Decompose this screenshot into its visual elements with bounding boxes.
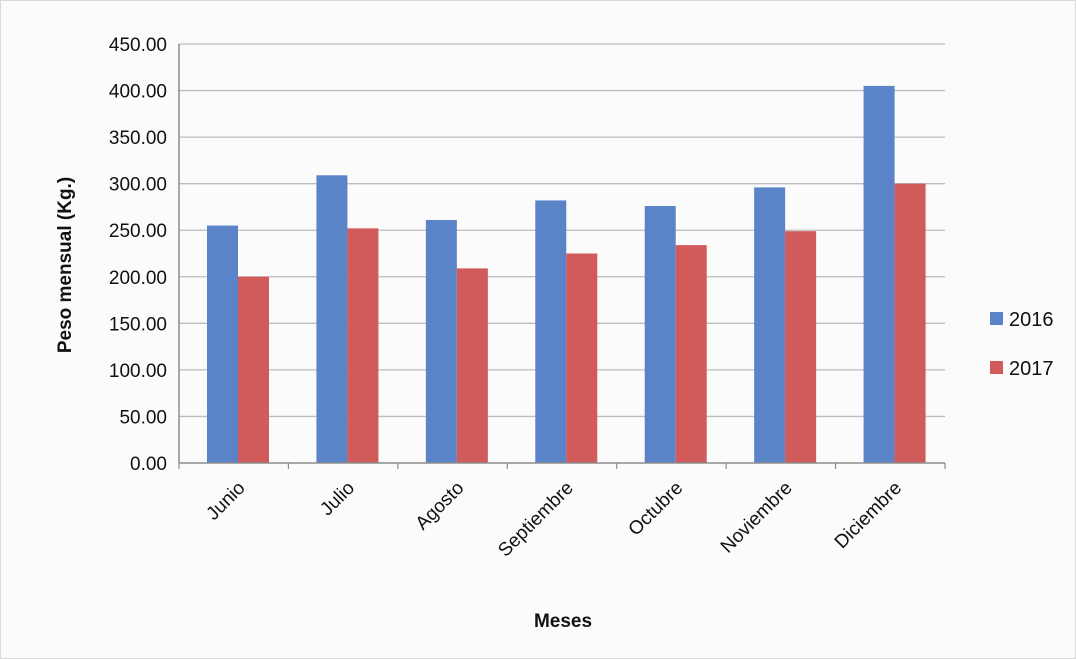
x-tick-labels: Junio Julio Agosto Septiembre Octubre Noviemb… [203,478,907,562]
bar-2016-diciembre [863,85,895,464]
y-tick-label: 150.00 [109,314,167,335]
x-tick-label: Octubre [625,478,688,541]
x-axis-title: Meses [534,611,592,632]
y-tick-label: 400.00 [109,82,167,103]
bars [207,85,926,464]
y-tick-label: 450.00 [109,35,167,56]
bar-2016-agosto [425,219,457,463]
bar-2016-septiembre [535,200,567,463]
legend: 2016 2017 [990,309,1054,380]
bar-2016-junio [207,225,238,463]
x-tick-label: Agosto [412,478,469,535]
y-tick-label: 200.00 [109,268,167,289]
y-tick-label: 250.00 [109,221,167,242]
bar-2017-agosto [456,268,488,463]
y-axis-title: Peso mensual (Kg.) [55,177,76,353]
y-tick-label: 350.00 [109,128,167,149]
legend-label-2016: 2016 [1009,309,1054,331]
x-tick-label: Julio [316,478,358,520]
y-tick-labels: 0.00 50.00 100.00 150.00 200.00 250.00 300.00 3… [109,35,167,475]
bar-2016-julio [316,175,348,463]
x-tick-label: Diciembre [831,478,906,553]
legend-swatch-2017 [990,361,1003,374]
legend-swatch-2016 [990,312,1003,325]
x-tick-label: Junio [203,478,250,525]
axes [178,44,946,469]
bar-2017-septiembre [566,253,598,463]
bar-2016-octubre [644,206,676,463]
bar-2017-junio [238,276,269,463]
bar-2017-octubre [675,245,707,463]
legend-label-2017: 2017 [1009,358,1054,380]
y-tick-label: 50.00 [119,407,167,428]
bar-2016-noviembre [754,187,786,463]
y-tick-label: 100.00 [109,361,167,382]
x-tick-label: Septiembre [494,478,578,562]
x-tick-label: Noviembre [717,478,797,558]
y-tick-label: 0.00 [130,454,167,475]
bar-2017-noviembre [785,231,817,463]
bar-2017-julio [347,228,379,463]
y-tick-label: 300.00 [109,175,167,196]
bar-2017-diciembre [894,183,926,463]
